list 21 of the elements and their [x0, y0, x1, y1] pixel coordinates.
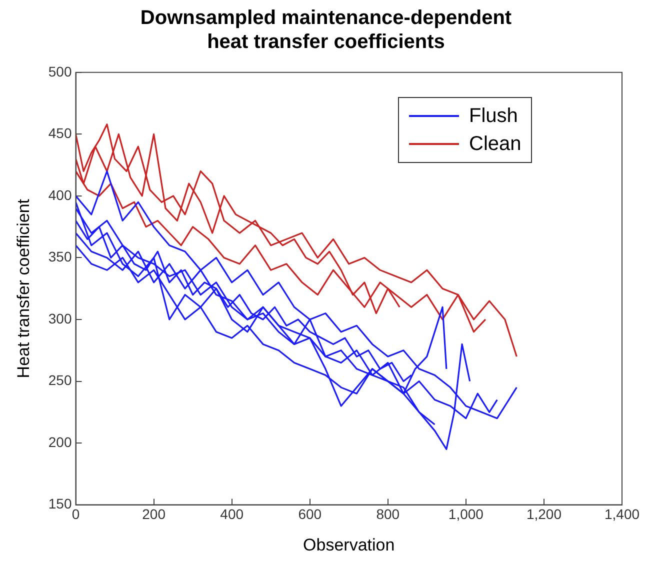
x-tick-label: 800: [376, 506, 400, 522]
x-tick-label: 400: [220, 506, 244, 522]
x-tick-label: 1,000: [448, 506, 484, 522]
y-tick-label: 500: [48, 63, 72, 80]
y-tick-label: 150: [48, 496, 72, 512]
y-tick-label: 450: [48, 125, 72, 142]
x-tick-label: 0: [72, 506, 80, 522]
x-tick-label: 600: [298, 506, 322, 522]
y-tick-label: 300: [48, 310, 72, 326]
legend-label: Clean: [469, 132, 522, 158]
chart-title: Downsampled maintenance-dependent heat transfer coefficients: [139, 6, 513, 54]
legend-label: Flush: [469, 104, 518, 130]
y-tick-label: 350: [48, 248, 72, 265]
x-tick-label: 1,200: [526, 506, 562, 522]
y-tick-label: 200: [48, 434, 72, 450]
x-tick-label: 1,400: [604, 506, 640, 522]
y-tick-label: 400: [48, 186, 72, 203]
y-tick-label: 250: [48, 372, 72, 388]
y-axis-title: Heat transfer coefficient: [14, 198, 33, 378]
x-axis-title: Observation: [303, 535, 395, 554]
x-tick-label: 200: [142, 506, 166, 522]
